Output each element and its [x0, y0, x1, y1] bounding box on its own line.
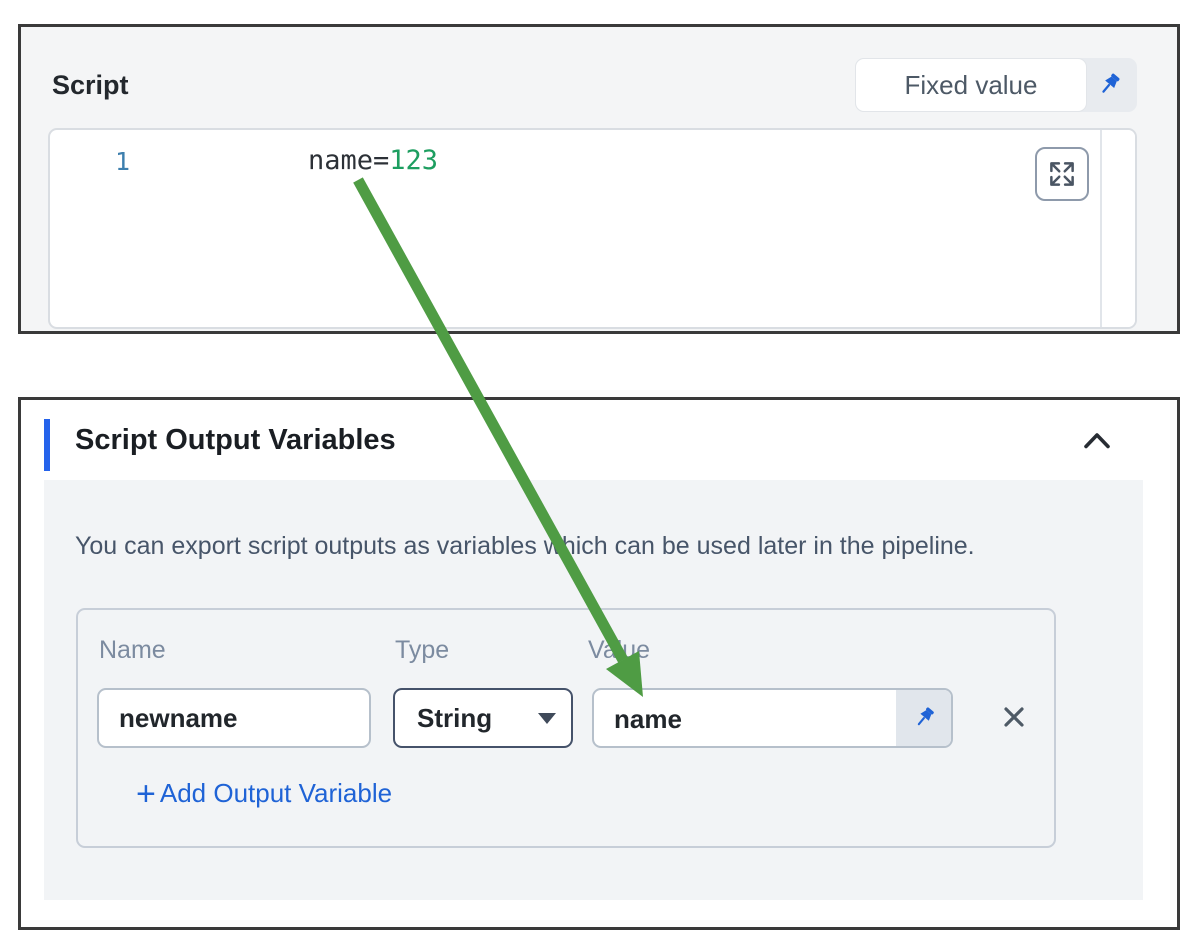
- output-variables-body: You can export script outputs as variabl…: [44, 480, 1143, 900]
- value-pin-toggle[interactable]: [896, 690, 951, 746]
- pin-icon[interactable]: [1087, 58, 1131, 112]
- expand-button[interactable]: [1035, 147, 1089, 201]
- code-line: name=123: [308, 145, 438, 176]
- section-title: Script Output Variables: [75, 424, 396, 456]
- close-icon: [1001, 704, 1027, 730]
- input-type-selector: Fixed value: [855, 58, 1137, 112]
- pin-icon: [910, 704, 938, 732]
- name-column-label: Name: [99, 636, 166, 664]
- variable-name-input[interactable]: [97, 688, 371, 748]
- code-keyword: name=: [308, 145, 390, 176]
- editor-scrollbar[interactable]: [1100, 130, 1135, 327]
- remove-variable-button[interactable]: [999, 702, 1029, 732]
- description: You can export script outputs as variabl…: [75, 532, 975, 560]
- line-number: 1: [114, 147, 130, 176]
- accent-bar: [44, 419, 50, 471]
- selected-type: String: [417, 702, 493, 733]
- value-column-label: Value: [588, 636, 651, 664]
- variables-form: Name Type Value String: [76, 608, 1056, 848]
- fixed-value-button[interactable]: Fixed value: [855, 58, 1087, 112]
- caret-down-icon: [538, 712, 556, 724]
- variable-type-select[interactable]: String: [393, 688, 573, 748]
- code-value: 123: [389, 145, 439, 176]
- add-output-variable-label: Add Output Variable: [159, 778, 393, 808]
- variable-value-field: [592, 688, 953, 748]
- add-output-variable-button[interactable]: + Add Output Variable: [136, 774, 393, 813]
- variable-value-input[interactable]: [594, 690, 896, 746]
- type-column-label: Type: [395, 636, 450, 664]
- script-label: Script: [52, 70, 129, 100]
- chevron-up-icon[interactable]: [1083, 431, 1111, 451]
- script-editor[interactable]: 1 name=123: [48, 128, 1137, 329]
- expand-icon: [1047, 159, 1077, 189]
- output-variables-panel: Script Output Variables You can export s…: [18, 397, 1180, 930]
- plus-icon: +: [136, 774, 156, 813]
- script-panel: Script Fixed value 1 name=123: [18, 24, 1180, 334]
